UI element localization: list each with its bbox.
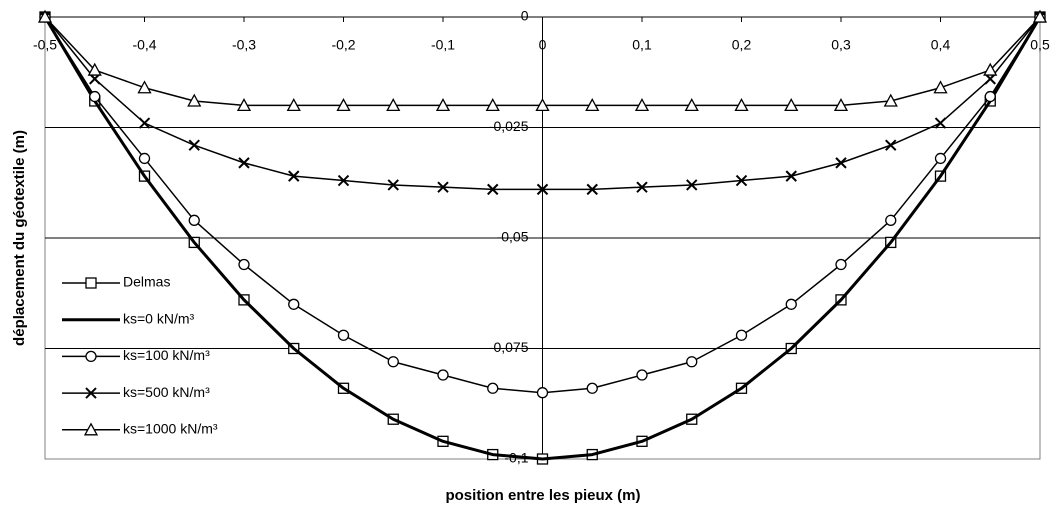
marker	[83, 422, 99, 436]
marker	[684, 98, 699, 112]
y-tick-label: 0	[521, 8, 529, 24]
marker	[785, 298, 797, 310]
marker	[785, 170, 797, 182]
legend-label: ks=1000 kN/m³	[123, 421, 218, 437]
marker	[435, 98, 451, 112]
x-tick-label: 0,1	[632, 37, 652, 53]
y-tick-label: -0,025	[489, 118, 529, 134]
marker	[934, 117, 947, 129]
marker	[138, 117, 151, 129]
x-axis-title: position entre les pieux (m)	[445, 487, 640, 504]
marker	[386, 98, 401, 112]
marker	[85, 387, 97, 399]
x-tick-label: 0	[539, 37, 547, 53]
marker	[89, 90, 101, 103]
marker	[586, 183, 598, 196]
marker	[984, 90, 996, 103]
marker	[835, 157, 847, 169]
marker	[636, 181, 648, 193]
marker	[236, 98, 252, 112]
marker	[487, 382, 499, 394]
marker	[487, 183, 499, 196]
marker	[85, 350, 97, 363]
marker	[387, 356, 399, 368]
marker	[983, 62, 998, 76]
x-tick-label: 0,5	[1030, 37, 1050, 53]
x-tick-label: -0,5	[33, 37, 57, 53]
marker	[1032, 9, 1048, 23]
marker	[188, 214, 200, 226]
marker	[337, 329, 350, 341]
marker	[835, 258, 847, 271]
marker	[288, 170, 300, 182]
marker	[238, 157, 250, 169]
marker	[636, 369, 648, 381]
marker	[535, 98, 550, 112]
y-axis-title: déplacement du géotextile (m)	[11, 130, 28, 346]
marker	[833, 98, 849, 112]
marker	[885, 214, 897, 226]
marker	[536, 387, 549, 399]
marker	[485, 98, 500, 112]
marker	[536, 183, 549, 196]
marker	[288, 298, 300, 310]
y-tick-label: -0,075	[489, 339, 529, 355]
marker	[686, 179, 698, 191]
x-tick-label: 0,2	[732, 37, 752, 53]
marker	[85, 277, 97, 289]
marker	[138, 152, 151, 165]
marker	[586, 382, 598, 394]
marker	[634, 98, 650, 112]
marker	[585, 98, 600, 112]
marker	[337, 174, 350, 187]
marker	[734, 98, 749, 112]
x-tick-label: -0,1	[431, 37, 455, 53]
marker	[336, 98, 351, 112]
series-line	[43, 16, 1042, 461]
x-tick-label: 0,3	[831, 37, 851, 53]
marker	[137, 80, 152, 94]
marker	[883, 93, 898, 107]
marker	[437, 369, 449, 381]
marker	[784, 98, 799, 112]
marker	[686, 356, 698, 368]
x-tick-label: -0,3	[232, 37, 256, 53]
x-tick-label: -0,4	[132, 37, 156, 53]
marker	[187, 93, 202, 107]
marker	[437, 181, 449, 193]
marker	[37, 9, 53, 23]
marker	[87, 62, 102, 76]
legend-label: ks=100 kN/m³	[123, 347, 210, 363]
legend-label: Delmas	[123, 274, 170, 290]
x-tick-label: -0,2	[331, 37, 355, 53]
legend-label: ks=0 kN/m³	[123, 310, 195, 326]
y-tick-label: -0,05	[497, 229, 529, 245]
marker	[735, 174, 748, 187]
x-tick-label: 0,4	[931, 37, 951, 53]
marker	[885, 139, 897, 151]
legend-label: ks=500 kN/m³	[123, 384, 210, 400]
marker	[934, 152, 947, 165]
marker	[238, 258, 250, 271]
marker	[188, 139, 200, 151]
marker	[735, 329, 748, 341]
marker	[286, 98, 301, 112]
marker	[387, 179, 399, 191]
marker	[933, 80, 948, 94]
